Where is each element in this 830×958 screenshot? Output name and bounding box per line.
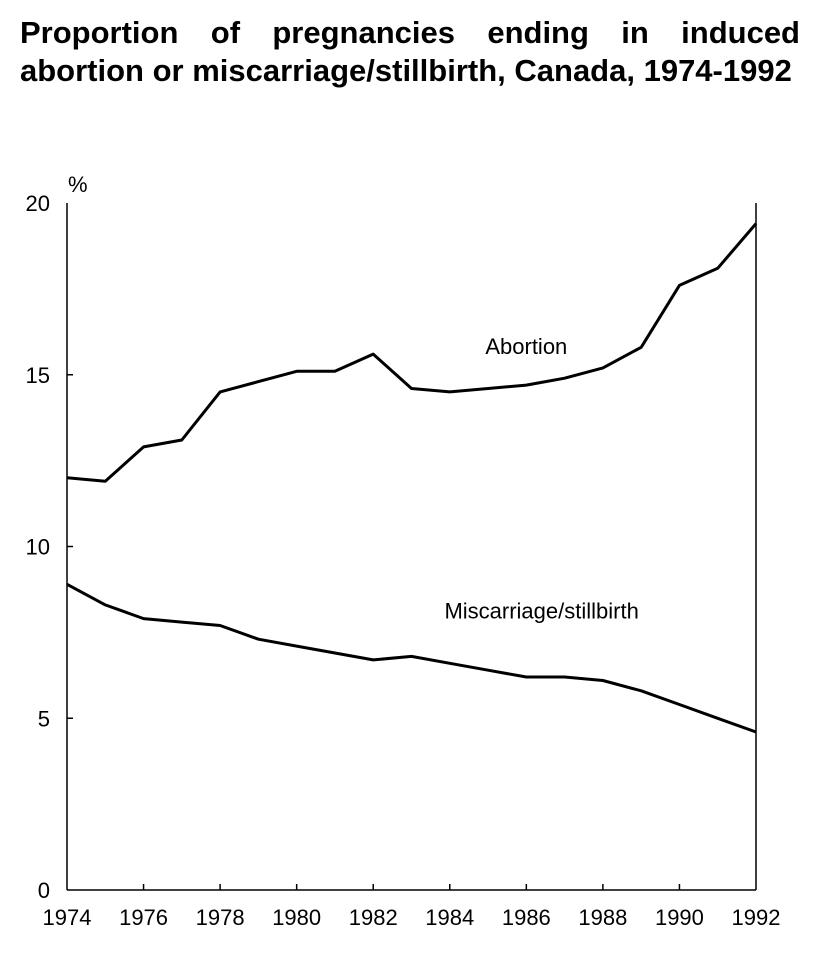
x-tick-label: 1982 [349,905,398,930]
y-tick-label: 20 [26,191,50,216]
series-line-miscarriage-stillbirth [66,582,757,734]
y-axis-unit-label: % [68,172,88,197]
y-tick-label: 15 [26,363,50,388]
x-tick-label: 1986 [502,905,551,930]
y-tick-label: 0 [38,878,50,903]
tick-labels: 0 5 10 15 20 1974 1976 1978 1980 1982 1984 1986 1988… [26,191,781,930]
axes [66,203,757,891]
chart-title: Proportion of pregnancies ending in indu… [20,15,800,88]
y-tick-label: 10 [26,535,50,560]
x-tick-label: 1978 [196,905,245,930]
y-tick-label: 5 [38,706,50,731]
tick-marks [67,374,681,890]
series-line-abortion [66,222,758,483]
x-tick-label: 1990 [655,905,704,930]
series-labels: Abortion Miscarriage/stillbirth [444,334,638,623]
x-tick-label: 1974 [43,905,92,930]
x-tick-label: 1988 [578,905,627,930]
series-lines [66,222,758,734]
series-label-abortion: Abortion [485,334,567,359]
x-tick-label: 1984 [425,905,474,930]
x-tick-label: 1992 [732,905,781,930]
series-label-miscarriage-stillbirth: Miscarriage/stillbirth [444,599,638,624]
x-tick-label: 1976 [119,905,168,930]
x-tick-label: 1980 [272,905,321,930]
